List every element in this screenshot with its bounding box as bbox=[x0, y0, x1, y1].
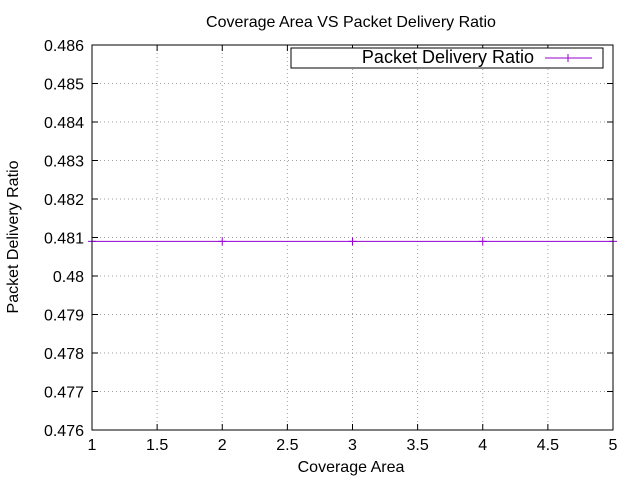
y-axis: 0.476 0.477 0.478 0.479 0.48 0.481 0.482 0.483 0… bbox=[44, 38, 613, 440]
x-axis-label: Coverage Area bbox=[298, 459, 405, 476]
legend-label: Packet Delivery Ratio bbox=[362, 47, 534, 67]
x-axis: 1 1.5 2 2.5 3 3.5 4 4.5 5 bbox=[88, 45, 618, 454]
data-point bbox=[348, 237, 357, 246]
x-tick-label: 5 bbox=[609, 437, 618, 454]
data-point bbox=[218, 237, 227, 246]
x-tick-label: 4 bbox=[478, 437, 487, 454]
plot-frame bbox=[91, 44, 614, 431]
y-tick-label: 0.477 bbox=[44, 385, 84, 402]
legend: Packet Delivery Ratio bbox=[290, 47, 604, 69]
y-tick-label: 0.478 bbox=[44, 346, 84, 363]
y-tick-label: 0.476 bbox=[44, 423, 84, 440]
y-tick-label: 0.481 bbox=[44, 231, 84, 248]
y-tick-label: 0.479 bbox=[44, 308, 84, 325]
legend-box bbox=[290, 47, 604, 69]
x-tick-label: 2.5 bbox=[276, 437, 298, 454]
data-point bbox=[478, 237, 487, 246]
y-axis-label: Packet Delivery Ratio bbox=[5, 160, 22, 313]
y-tick-label: 0.485 bbox=[44, 77, 84, 94]
x-tick-label: 1 bbox=[88, 437, 97, 454]
x-tick-label: 1.5 bbox=[146, 437, 168, 454]
y-tick-label: 0.48 bbox=[53, 269, 84, 286]
series-layer bbox=[88, 237, 617, 246]
y-tick-label: 0.486 bbox=[44, 38, 84, 55]
y-tick-label: 0.483 bbox=[44, 154, 84, 171]
x-tick-label: 4.5 bbox=[537, 437, 559, 454]
x-tick-label: 3 bbox=[348, 437, 357, 454]
chart-title: Coverage Area VS Packet Delivery Ratio bbox=[206, 14, 496, 31]
x-tick-label: 3.5 bbox=[407, 437, 429, 454]
y-tick-label: 0.482 bbox=[44, 192, 84, 209]
x-tick-label: 2 bbox=[218, 437, 227, 454]
y-tick-label: 0.484 bbox=[44, 115, 84, 132]
